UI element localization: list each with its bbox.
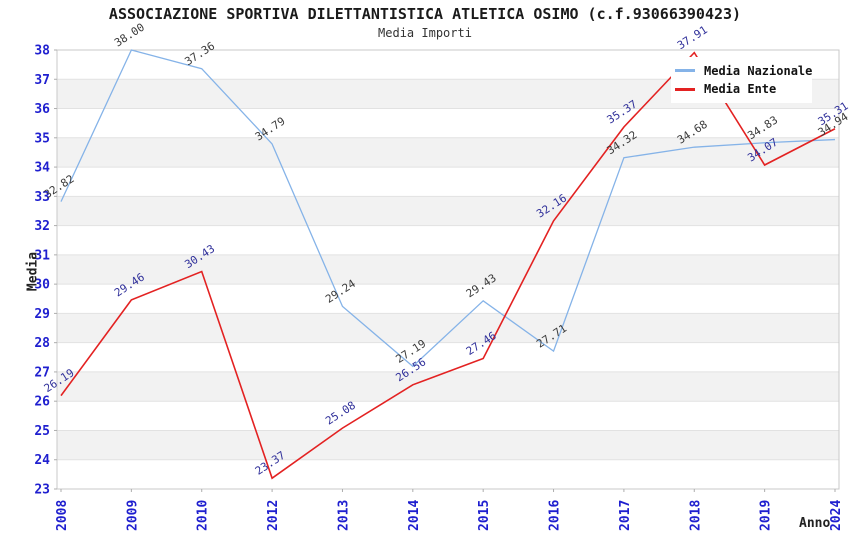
plot-band xyxy=(57,342,839,372)
point-label-media-ente: 37.91 xyxy=(675,23,710,52)
plot-band xyxy=(57,137,839,168)
plot-band xyxy=(57,371,839,402)
y-tick-label: 29 xyxy=(34,307,50,322)
y-tick-label: 23 xyxy=(34,483,50,498)
plot-band xyxy=(57,313,839,343)
x-tick-label: 2016 xyxy=(548,500,563,531)
y-tick-label: 24 xyxy=(34,453,50,468)
x-tick-label: 2008 xyxy=(55,500,70,531)
y-tick-label: 35 xyxy=(34,131,50,146)
legend-label-media-nazionale: Media Nazionale xyxy=(704,63,813,78)
legend-item-media-ente: Media Ente xyxy=(675,82,808,96)
y-axis-title: Media xyxy=(25,251,41,292)
y-tick-label: 37 xyxy=(34,73,50,88)
x-axis-title: Anno xyxy=(799,516,831,531)
legend-label-media-ente: Media Ente xyxy=(704,82,777,97)
plot-band xyxy=(57,108,839,138)
x-tick-label: 2009 xyxy=(125,500,140,531)
y-tick-label: 32 xyxy=(34,219,50,234)
y-tick-label: 30 xyxy=(34,278,50,293)
point-label-media-nazionale: 38.00 xyxy=(112,21,147,50)
plot-border xyxy=(56,49,840,490)
plot-band xyxy=(57,196,839,226)
y-tick-label: 31 xyxy=(34,248,50,263)
chart-legend: Media Nazionale Media Ente xyxy=(671,57,812,103)
x-tick-label: 2010 xyxy=(196,500,211,531)
x-tick-label: 2014 xyxy=(407,500,422,531)
chart-subtitle: Media Importi xyxy=(378,26,472,40)
x-tick-label: 2012 xyxy=(266,500,281,531)
plot-band xyxy=(57,284,839,314)
x-tick-label: 2017 xyxy=(618,500,633,531)
y-tick-label: 38 xyxy=(34,44,50,59)
chart-title: ASSOCIAZIONE SPORTIVA DILETTANTISTICA AT… xyxy=(108,5,742,23)
legend-item-media-nazionale: Media Nazionale xyxy=(675,64,812,78)
x-tick-label: 2015 xyxy=(477,500,492,531)
plot-band xyxy=(57,225,839,255)
y-tick-label: 36 xyxy=(34,102,50,117)
legend-swatch-blue-line-icon xyxy=(675,69,695,73)
x-tick-label: 2013 xyxy=(336,500,351,531)
plot-band xyxy=(57,459,839,489)
y-tick-label: 25 xyxy=(34,424,50,439)
plot-band xyxy=(57,254,839,285)
y-tick-label: 28 xyxy=(34,336,50,351)
y-tick-label: 34 xyxy=(34,161,50,176)
legend-swatch-red-line-icon xyxy=(675,87,695,91)
y-tick-label: 33 xyxy=(34,190,50,205)
plot-band xyxy=(57,167,839,197)
series-line-media-nazionale xyxy=(60,49,836,368)
y-tick-label: 27 xyxy=(34,365,50,380)
x-tick-label: 2018 xyxy=(688,500,703,531)
plot-band xyxy=(57,401,839,431)
x-tick-label: 2024 xyxy=(829,500,844,531)
y-tick-label: 26 xyxy=(34,395,50,410)
plot-band xyxy=(57,430,839,460)
x-tick-label: 2019 xyxy=(759,500,774,531)
